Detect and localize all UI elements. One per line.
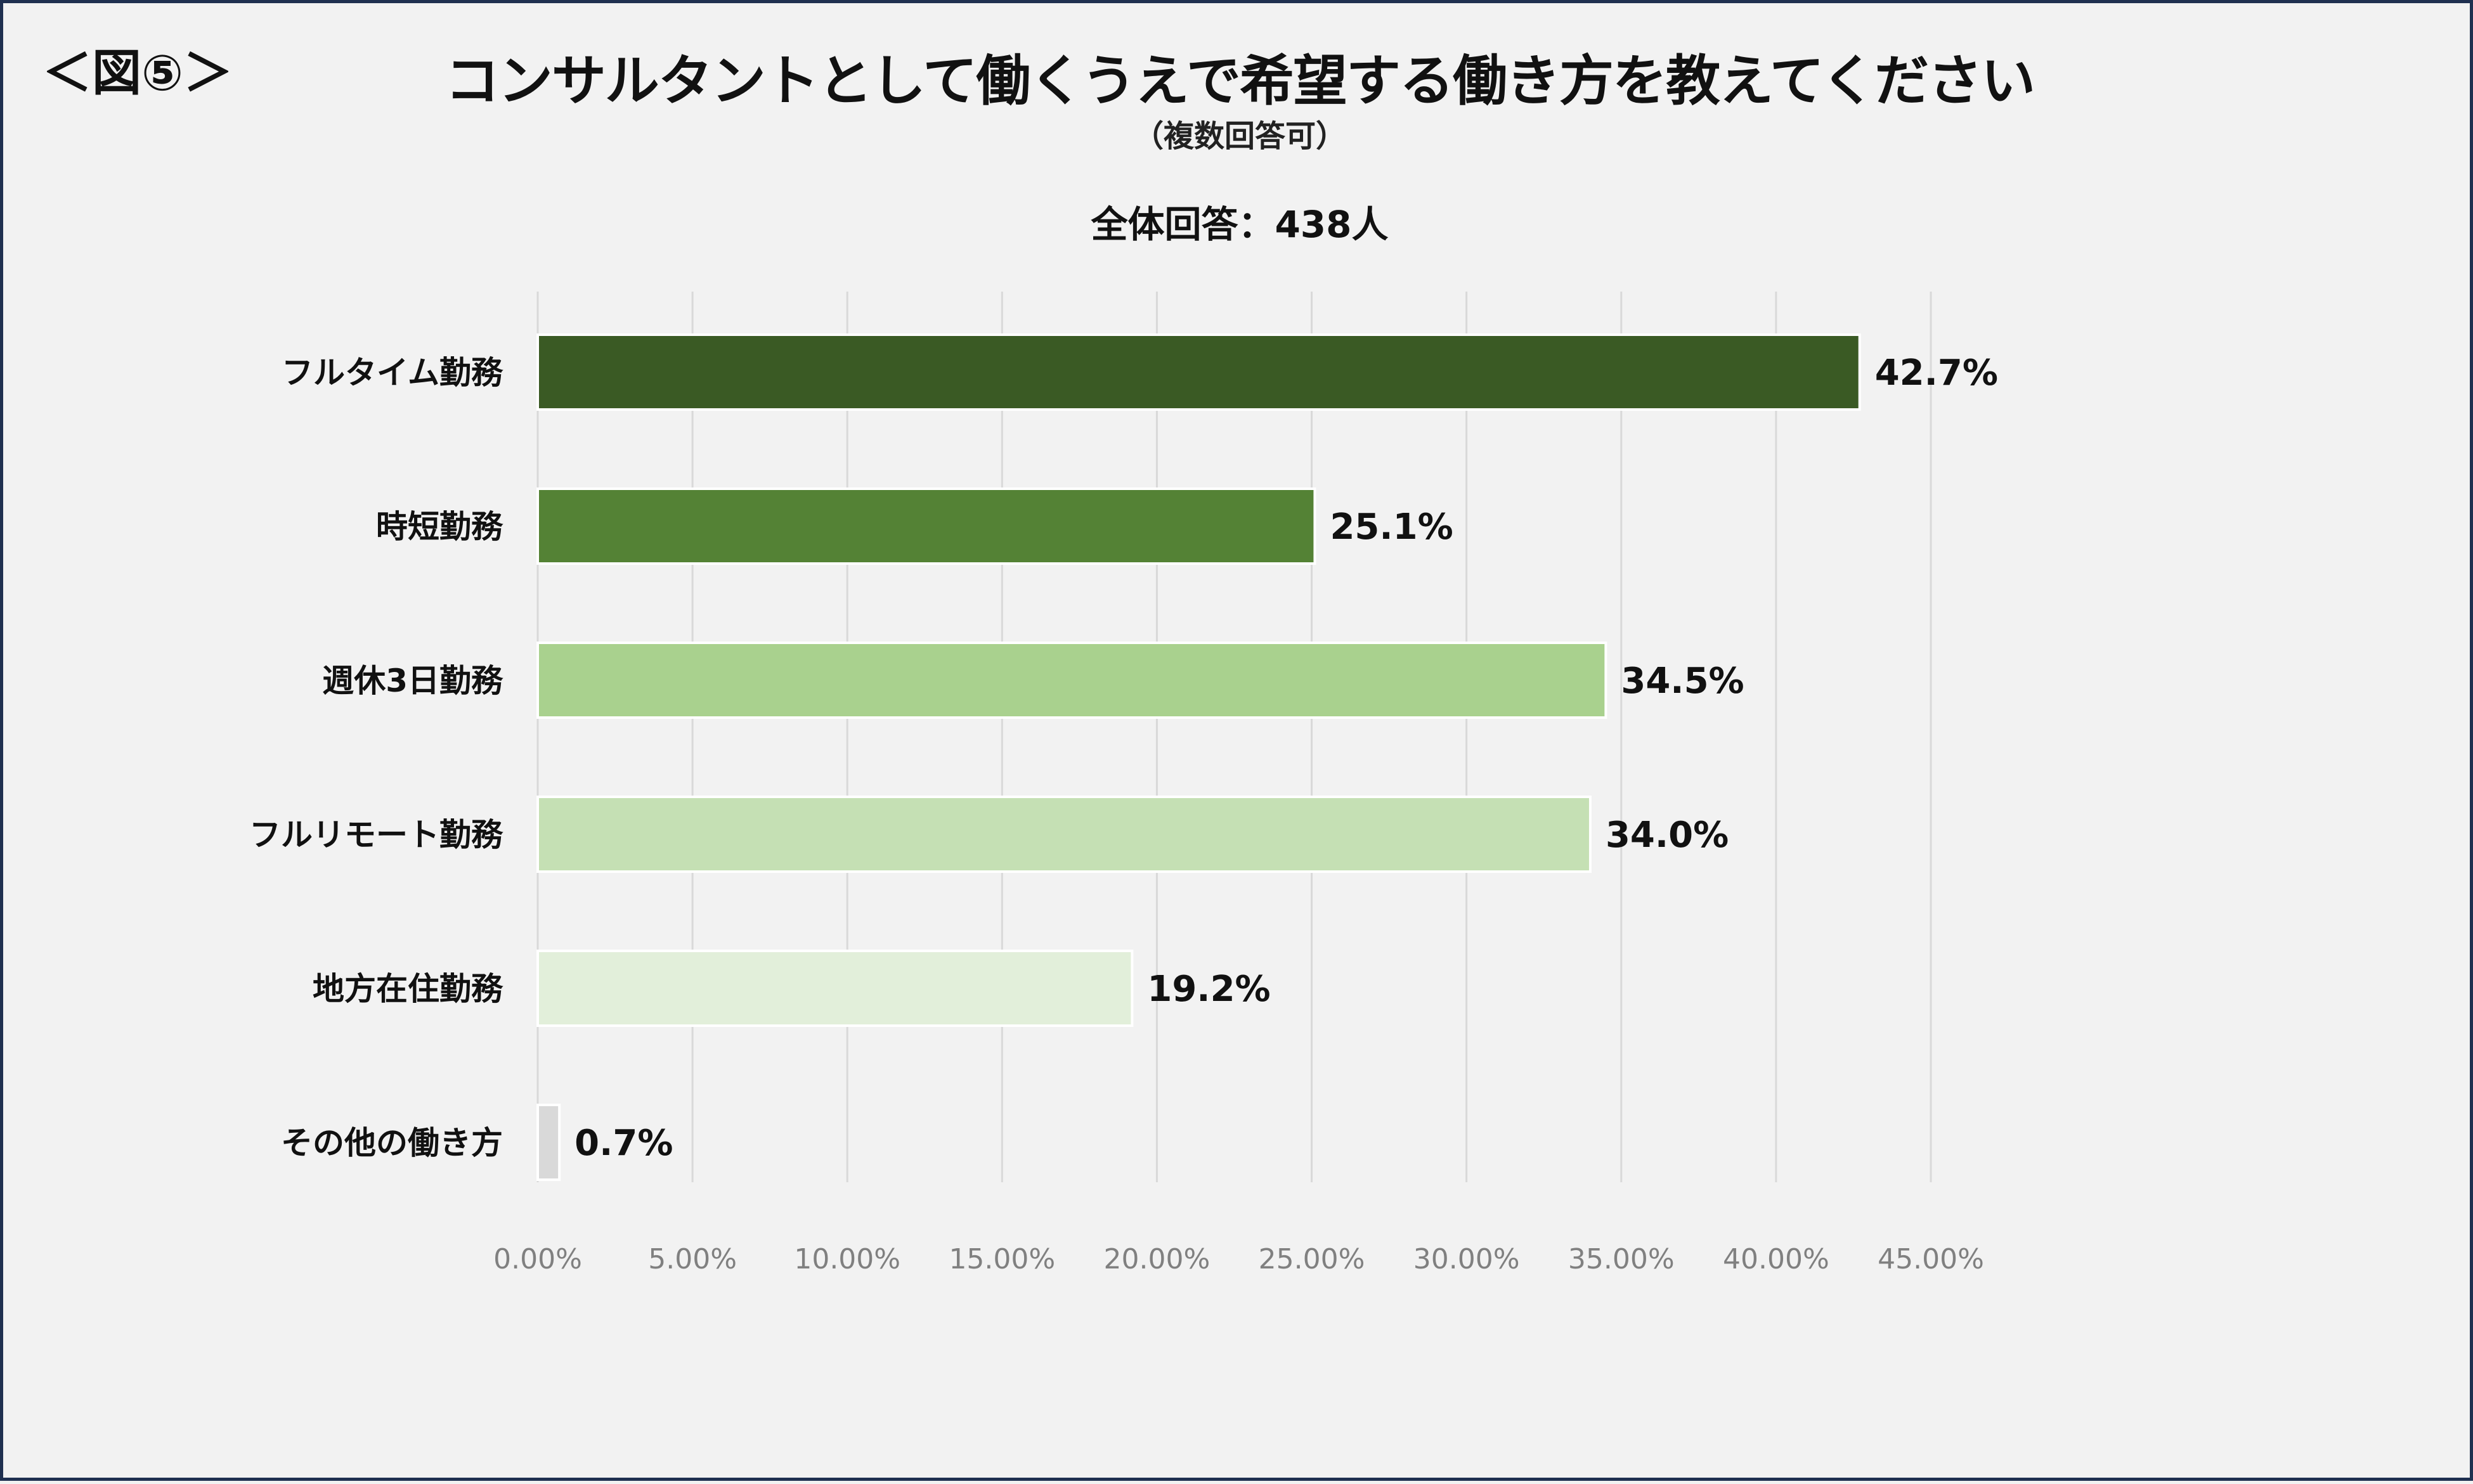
bar: [536, 487, 1316, 565]
data-label: 34.0%: [1606, 815, 1729, 856]
x-tick-label: 30.00%: [1413, 1243, 1520, 1275]
data-label: 42.7%: [1875, 352, 1998, 394]
x-tick-label: 35.00%: [1568, 1243, 1675, 1275]
bar: [536, 333, 1861, 411]
data-label: 25.1%: [1330, 506, 1453, 548]
category-label: その他の働き方: [281, 1125, 503, 1161]
x-tick-label: 25.00%: [1259, 1243, 1365, 1275]
total-respondents: 全体回答：438人: [1091, 203, 1389, 246]
x-tick-label: 45.00%: [1878, 1243, 1984, 1275]
x-tick-label: 15.00%: [949, 1243, 1055, 1275]
category-label: 地方在住勤務: [313, 971, 503, 1007]
figure-label: ＜図⑤＞: [42, 45, 233, 102]
category-label: フルタイム勤務: [282, 354, 503, 391]
data-label: 19.2%: [1147, 969, 1270, 1010]
category-label: 週休3日勤務: [322, 662, 503, 699]
x-tick-label: 40.00%: [1723, 1243, 1829, 1275]
x-tick-label: 10.00%: [794, 1243, 900, 1275]
x-tick-label: 5.00%: [648, 1243, 737, 1275]
x-tick-label: 20.00%: [1104, 1243, 1211, 1275]
data-label: 34.5%: [1621, 661, 1744, 702]
chart-title: コンサルタントとして働くうえで希望する働き方を教えてください: [445, 49, 2035, 113]
bar: [536, 796, 1592, 873]
bar: [536, 642, 1607, 719]
data-label: 0.7%: [574, 1123, 673, 1164]
bar: [536, 1104, 561, 1181]
bar: [536, 950, 1134, 1027]
chart-subtitle: （複数回答可）: [1133, 119, 1346, 154]
x-tick-label: 0.00%: [493, 1243, 582, 1275]
category-label: フルリモート勤務: [249, 816, 503, 853]
bar-chart: 0.00% 5.00% 10.00% 15.00% 20.00% 25.00% 30.00%…: [249, 292, 1998, 1275]
category-label: 時短勤務: [376, 508, 503, 545]
